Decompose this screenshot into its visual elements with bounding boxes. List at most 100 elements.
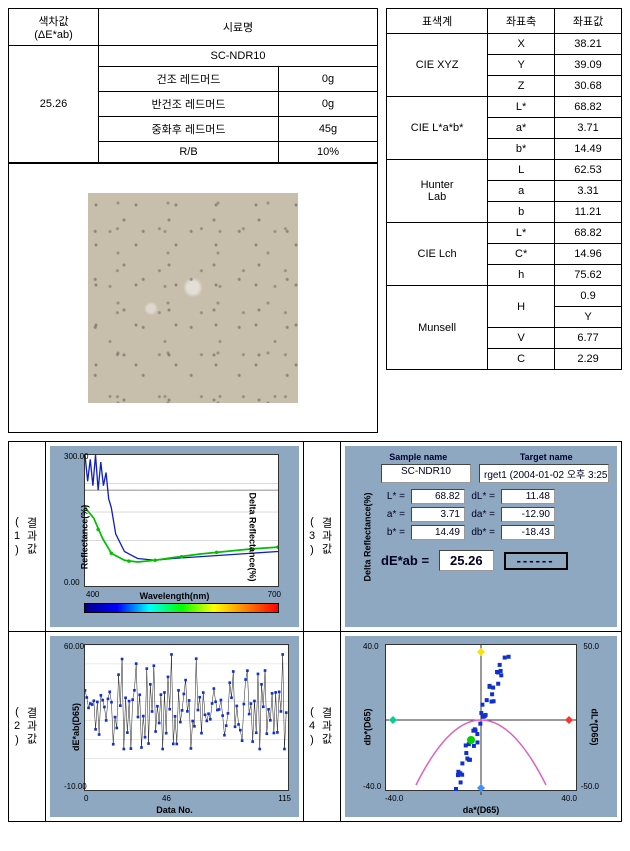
lab: da* = [471,509,495,520]
val: 39.09 [555,55,622,76]
val: 14.49 [555,139,622,160]
tick: 60.00 [64,642,84,651]
val: 62.53 [555,160,622,181]
result-label-1: 결과값(1) [9,442,46,632]
axis: C [488,349,555,370]
result-label-2: 결과값(2) [9,632,46,822]
axis: b* [488,139,555,160]
val: 11.21 [555,202,622,223]
row-value: 0g [279,67,378,92]
sys-name: CIE XYZ [387,34,488,97]
tick: 300.00 [64,452,88,461]
lab: a* = [381,509,405,520]
lab: b* = [381,527,405,538]
header-sample: 시료명 [99,9,378,46]
val: 3.31 [555,181,622,202]
sys-name: Munsell [387,286,488,370]
val: 6.77 [555,328,622,349]
deltaE-value: 25.26 [9,46,99,163]
axis: X [488,34,555,55]
val: 68.82 [411,489,465,504]
sample-name: SC-NDR10 [99,46,378,67]
val: 14.96 [555,244,622,265]
tick: 46 [162,794,171,803]
color-swatch: ------ [504,552,568,570]
spectrum-bar [84,603,279,613]
lab: db* = [471,527,495,538]
reflectance-chart: Reflectance(%) Delta Reflectance(%) Wave… [50,446,299,627]
header-colordiff: 색차값 [15,13,92,29]
axis: C* [488,244,555,265]
tick: 400 [86,590,99,599]
tick: 40.0 [561,794,577,803]
result-label-3: 결과값(3) [304,442,341,632]
row-value: 0g [279,92,378,117]
val: Y [555,307,622,328]
sample-photo-container [8,163,378,433]
axis: Z [488,76,555,97]
tick: 115 [278,794,291,803]
ylabel-left: db*(D65) [363,708,373,745]
lab: L* = [381,491,405,502]
row-value: 10% [279,142,378,163]
ylabel: dE*ab(D65) [71,702,81,750]
sys-name: Hunter Lab [387,160,488,223]
tick: 50.0 [583,642,599,651]
sys-name: CIE L*a*b* [387,97,488,160]
val: 2.29 [555,349,622,370]
t2-h2: 좌표축 [488,9,555,34]
tick: 0 [84,794,88,803]
hdr-target: Target name [520,452,573,462]
lab: dL* = [471,491,495,502]
val: 3.71 [411,507,465,522]
val: 68.82 [555,223,622,244]
color-diff-table: 색차값 (ΔE*ab) 시료명 25.26 SC-NDR10 건조 레드머드0g… [8,8,378,163]
header-colordiff-sub: (ΔE*ab) [15,29,92,41]
ylabel-right: dL*(D65) [589,708,599,745]
tick: 700 [268,590,281,599]
tick: -50.0 [581,782,599,791]
tick: -10.00 [64,782,87,791]
ylabel: Delta Reflectance(%) [363,492,373,581]
val: 3.71 [555,118,622,139]
val: -18.43 [501,525,555,540]
de-label: dE*ab = [381,553,429,568]
xlabel: da*(D65) [463,805,500,815]
val: 11.48 [501,489,555,504]
ylabel: Reflectance(%) [79,504,89,569]
sample-photo [88,193,298,403]
xlabel: Data No. [156,805,193,815]
axis: Y [488,55,555,76]
row-label: R/B [99,142,279,163]
val: -12.90 [501,507,555,522]
axis: a* [488,118,555,139]
axis: V [488,328,555,349]
sys-name: CIE Lch [387,223,488,286]
axis: b [488,202,555,223]
dab-scatter-chart: db*(D65) dL*(D65) da*(D65) 40.0 -40.0 50… [345,636,617,817]
xlabel: Wavelength(nm) [140,591,210,601]
val: 30.68 [555,76,622,97]
row-label: 중화후 레드머드 [99,117,279,142]
row-label: 건조 레드머드 [99,67,279,92]
val: 0.9 [555,286,622,307]
lab-values-panel: Delta Reflectance(%) Sample name Target n… [345,446,617,627]
row-label: 반건조 레드머드 [99,92,279,117]
axis: a [488,181,555,202]
axis: H [488,286,555,328]
result-label-4: 결과값(4) [304,632,341,822]
row-value: 45g [279,117,378,142]
ylabel2: Delta Reflectance(%) [247,492,257,581]
tick: 40.0 [363,642,379,651]
val: 38.21 [555,34,622,55]
result-charts-table: 결과값(1) [8,441,622,822]
t2-h3: 좌표값 [555,9,622,34]
hdr-sample: Sample name [389,452,447,462]
val: 14.49 [411,525,465,540]
deab-scatter-chart: dE*ab(D65) Data No. 60.00 -10.00 0 115 4… [50,636,299,817]
t2-h1: 표색계 [387,9,488,34]
color-system-table: 표색계 좌표축 좌표값 CIE XYZX38.21 Y39.09 Z30.68 … [386,8,622,370]
tick: 0.00 [64,578,80,587]
axis: L [488,160,555,181]
axis: L* [488,223,555,244]
